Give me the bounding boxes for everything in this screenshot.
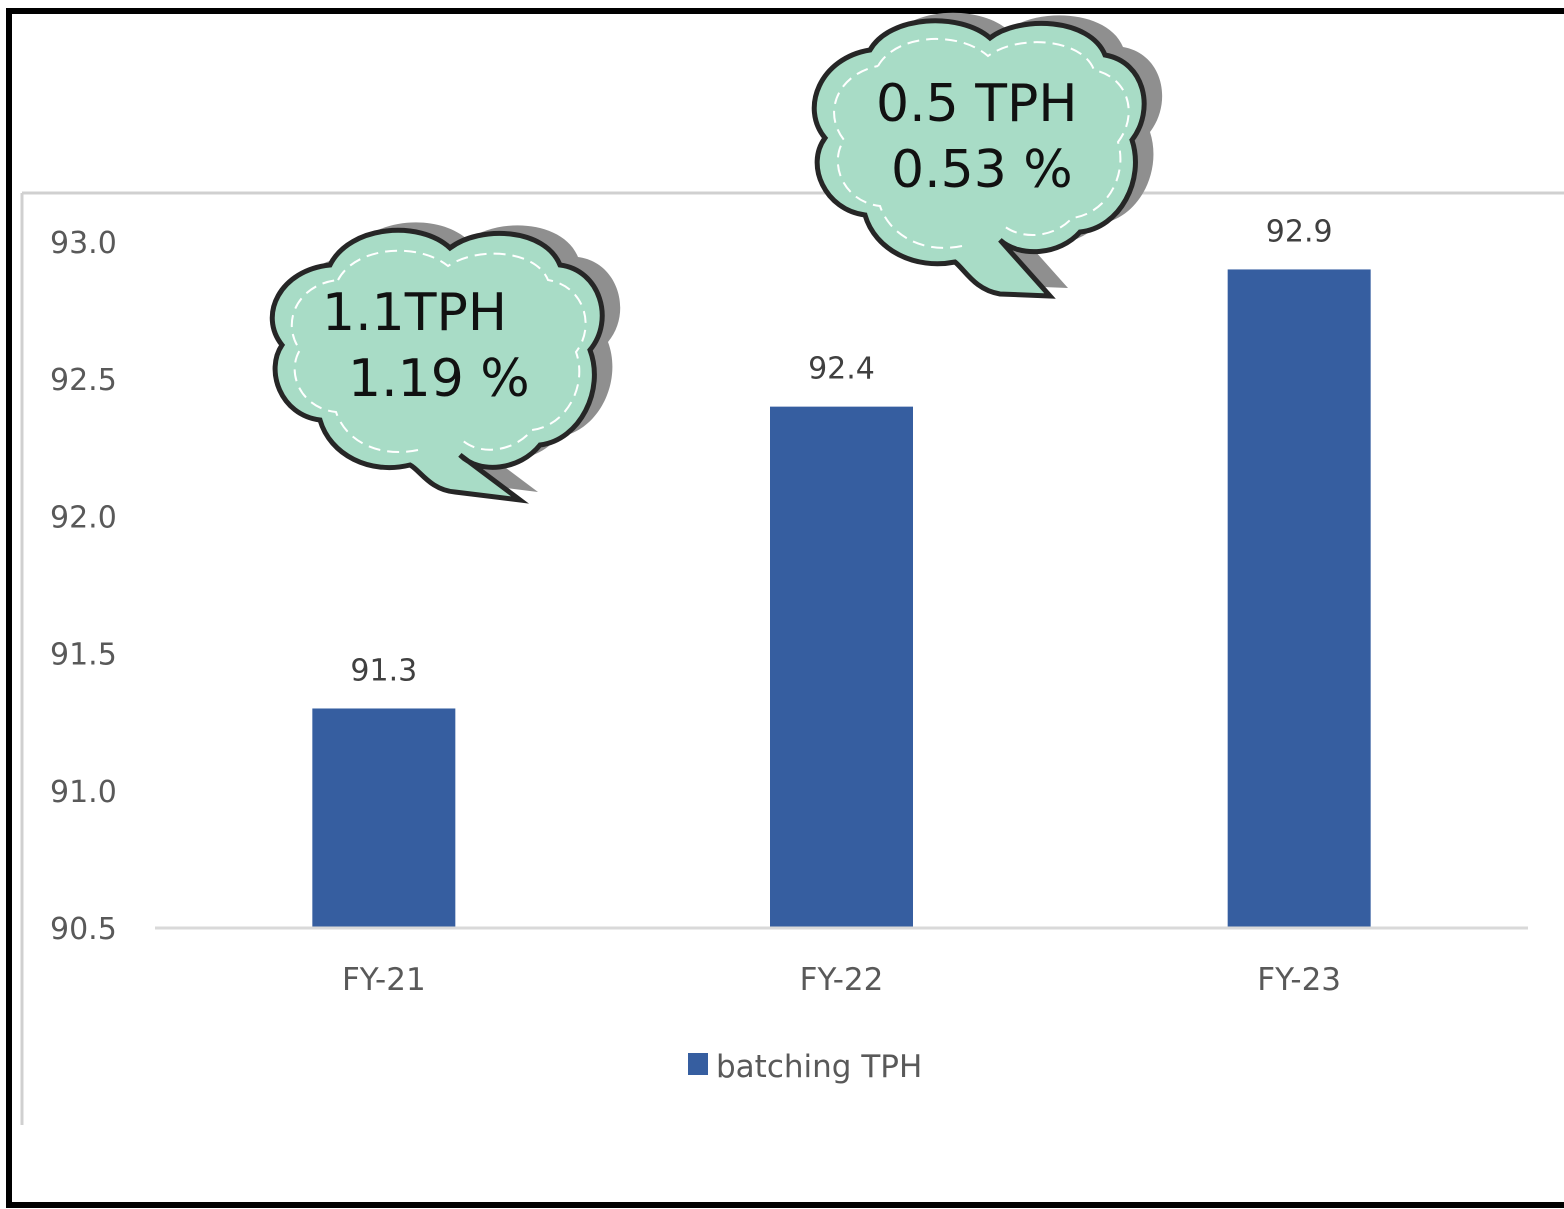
x-tick-label: FY-23 [1257, 962, 1341, 998]
y-axis-ticks: 90.5 91.0 91.5 92.0 92.5 93.0 [50, 226, 117, 947]
callout-1-line2: 1.19 % [348, 349, 530, 409]
legend: batching TPH [688, 1049, 922, 1085]
y-tick-label: 92.0 [50, 500, 117, 535]
data-label: 92.4 [808, 352, 875, 387]
callout-2-line2: 0.53 % [891, 140, 1073, 200]
callout-1-dash [290, 249, 587, 454]
callout-1-line1: 1.1TPH [322, 283, 507, 343]
y-tick-label: 93.0 [50, 226, 117, 261]
callout-2-dash [833, 37, 1130, 249]
callout-1: 1.1TPH 1.19 % [269, 222, 621, 504]
legend-label: batching TPH [716, 1049, 922, 1085]
data-labels-group: 91.3 92.4 92.9 [350, 214, 1332, 688]
x-tick-label: FY-21 [342, 962, 426, 998]
bar-fy-21 [312, 708, 456, 928]
callout-1-cloud [269, 227, 605, 504]
legend-swatch [688, 1053, 708, 1075]
callout-2-line1: 0.5 TPH [876, 74, 1077, 134]
callout-2: 0.5 TPH 0.53 % [811, 12, 1163, 299]
x-tick-label: FY-22 [800, 962, 884, 998]
y-tick-label: 91.5 [50, 638, 117, 673]
y-tick-label: 90.5 [50, 912, 117, 947]
bar-fy-22 [770, 406, 913, 928]
bars-group [312, 269, 1371, 928]
data-label: 91.3 [350, 653, 417, 688]
x-axis-labels: FY-21 FY-22 FY-23 [342, 962, 1341, 998]
data-label: 92.9 [1266, 214, 1333, 249]
bar-fy-23 [1227, 269, 1371, 928]
y-tick-label: 92.5 [50, 363, 117, 398]
y-tick-label: 91.0 [50, 775, 117, 810]
